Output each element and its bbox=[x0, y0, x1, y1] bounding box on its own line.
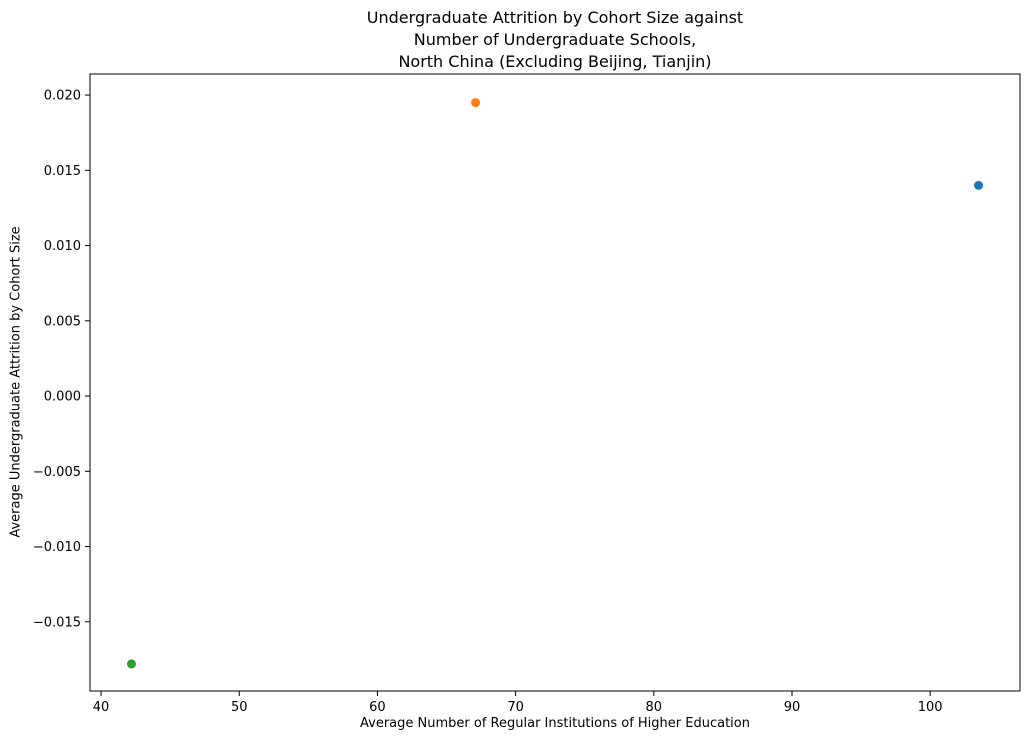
y-tick-label: −0.005 bbox=[33, 465, 81, 480]
y-tick-label: −0.010 bbox=[33, 540, 81, 555]
chart-title-line-1: Undergraduate Attrition by Cohort Size a… bbox=[366, 8, 744, 27]
x-tick-label: 60 bbox=[369, 700, 386, 715]
x-tick-label: 100 bbox=[918, 700, 943, 715]
y-axis-label: Average Undergraduate Attrition by Cohor… bbox=[8, 226, 24, 538]
x-tick-label: 80 bbox=[646, 700, 663, 715]
data-point bbox=[974, 180, 984, 190]
y-tick-label: 0.010 bbox=[44, 239, 81, 254]
x-tick-label: 40 bbox=[93, 700, 110, 715]
y-tick-label: 0.005 bbox=[44, 314, 81, 329]
y-tick-label: 0.015 bbox=[44, 164, 81, 179]
y-tick-label: −0.015 bbox=[33, 615, 81, 630]
data-point bbox=[471, 98, 481, 108]
plot-frame bbox=[89, 73, 1021, 692]
y-tick-label: 0.000 bbox=[44, 390, 81, 405]
data-point bbox=[126, 659, 136, 669]
x-axis-label: Average Number of Regular Institutions o… bbox=[360, 716, 750, 731]
chart-title-line-2: Number of Undergraduate Schools, bbox=[413, 30, 697, 49]
x-tick-label: 70 bbox=[507, 700, 524, 715]
x-tick-label: 90 bbox=[784, 700, 801, 715]
x-tick-label: 50 bbox=[231, 700, 248, 715]
y-tick-label: 0.020 bbox=[44, 89, 81, 104]
chart-title-line-3: North China (Excluding Beijing, Tianjin) bbox=[398, 52, 712, 71]
